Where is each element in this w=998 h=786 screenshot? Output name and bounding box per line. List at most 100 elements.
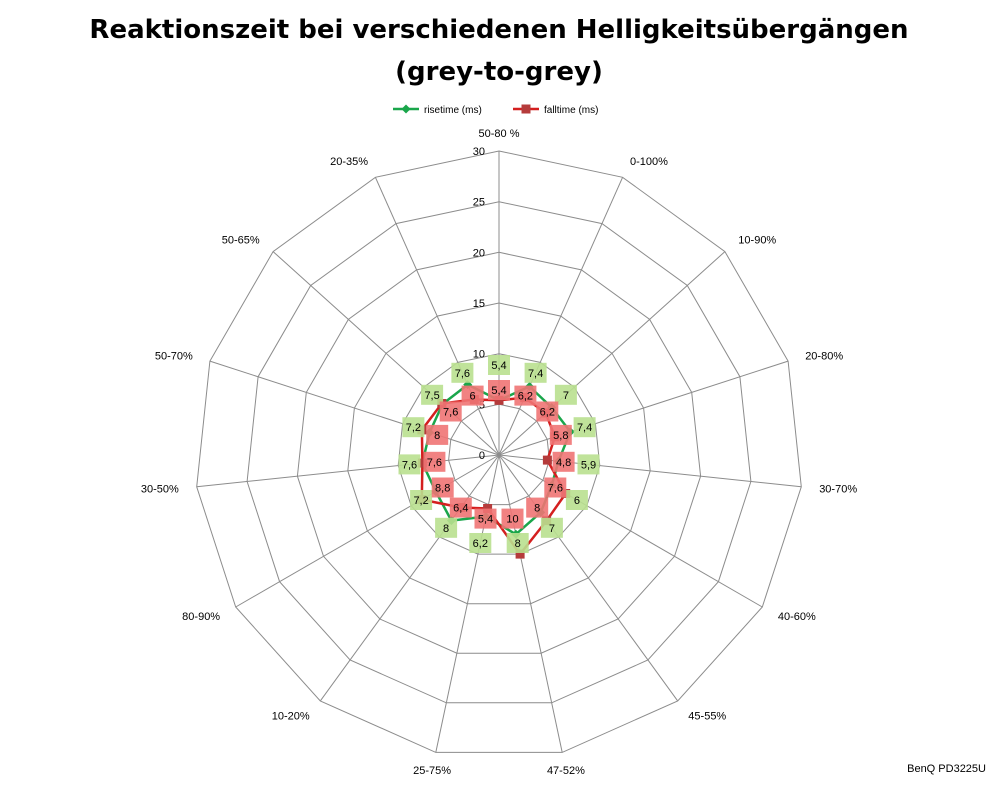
data-label-bg <box>549 424 572 445</box>
data-label-bg <box>514 385 537 406</box>
grid-spoke <box>498 454 563 753</box>
tick-label: 20 <box>473 247 485 259</box>
data-label-bg <box>552 451 575 472</box>
data-label: 10 <box>506 514 518 526</box>
data-label: 6 <box>470 391 476 403</box>
data-label: 7,5 <box>424 390 439 402</box>
category-label: 10-20% <box>272 711 310 723</box>
category-label: 40-60% <box>778 611 816 623</box>
legend-entry: risetime (ms) <box>393 104 482 116</box>
data-label-bg <box>421 384 444 405</box>
legend-label: risetime (ms) <box>424 105 482 116</box>
grid-spoke <box>498 454 763 608</box>
grid-spoke <box>498 454 679 702</box>
radial-axis-ticks: 051015202530 <box>473 146 485 462</box>
grid-ring <box>397 353 601 555</box>
data-label: 5,9 <box>581 459 596 471</box>
legend-label: falltime (ms) <box>544 105 598 116</box>
grid-spoke <box>209 360 500 456</box>
data-label: 6 <box>574 495 580 507</box>
data-label: 7,6 <box>548 483 563 495</box>
tick-label: 30 <box>473 146 485 158</box>
data-label: 7,6 <box>443 407 458 419</box>
data-label-bg <box>501 508 524 529</box>
data-label: 8 <box>434 430 440 442</box>
data-label-bg <box>573 417 596 438</box>
data-label-bg <box>488 380 510 400</box>
data-label: 6,2 <box>518 391 533 403</box>
fall-point <box>417 458 427 468</box>
fall-point <box>494 395 504 405</box>
data-label-bg <box>554 384 577 405</box>
data-label-bg <box>524 362 547 383</box>
data-label-bg <box>439 401 462 422</box>
data-label-bg <box>536 401 559 422</box>
data-label-bg <box>431 477 454 498</box>
data-label: 7,2 <box>406 422 421 434</box>
data-label: 6,4 <box>453 503 468 515</box>
chart-title-line-2: (grey-to-grey) <box>395 57 603 87</box>
legend-marker <box>521 104 531 114</box>
category-label: 50-70% <box>155 351 193 363</box>
fall-point <box>483 504 493 513</box>
data-label-bg <box>451 362 474 383</box>
category-label: 80-90% <box>182 611 220 623</box>
grid-spoke <box>374 177 500 456</box>
legend-marker <box>401 104 411 114</box>
data-label-bg <box>469 533 492 553</box>
grid-ring <box>347 302 651 605</box>
tick-label: 15 <box>473 298 485 310</box>
radar-grid <box>196 150 802 753</box>
data-label-bg <box>402 417 425 438</box>
grid-spoke <box>319 454 500 702</box>
data-label-bg <box>410 490 433 510</box>
data-label-bg <box>506 533 529 553</box>
category-label: 30-70% <box>819 484 857 496</box>
data-label: 5,4 <box>491 360 506 372</box>
tick-label: 0 <box>479 450 485 462</box>
data-label-bg <box>435 517 458 538</box>
grid-spoke <box>498 251 726 456</box>
data-label-bg <box>474 508 497 529</box>
data-label-bg <box>488 355 510 375</box>
category-label: 10-90% <box>738 235 776 247</box>
grid-spoke <box>498 177 624 456</box>
data-label: 8 <box>515 538 521 550</box>
grid-spoke <box>498 360 789 456</box>
data-label: 4,8 <box>556 457 571 469</box>
data-label-bg <box>426 424 449 445</box>
grid-spoke <box>272 251 500 456</box>
credit-text: BenQ PD3225U <box>907 763 986 775</box>
fall-point <box>542 455 552 465</box>
data-label: 7,6 <box>402 459 417 471</box>
data-label: 5,8 <box>553 430 568 442</box>
data-label-bg <box>423 451 446 472</box>
data-label: 8,8 <box>435 483 450 495</box>
data-label: 7,6 <box>455 368 470 380</box>
data-label: 5,4 <box>491 385 506 397</box>
data-label-bg <box>449 497 472 518</box>
tick-label: 10 <box>473 349 485 361</box>
data-label: 8 <box>534 503 540 515</box>
data-label: 7,2 <box>413 495 428 507</box>
data-label-bg <box>544 477 567 498</box>
data-label-bg <box>540 517 563 538</box>
category-label: 50-80 % <box>479 128 520 140</box>
data-label-bg <box>398 454 421 475</box>
category-label: 30-50% <box>141 484 179 496</box>
chart-legend: risetime (ms) falltime (ms) <box>393 104 598 116</box>
data-label-bg <box>565 490 588 510</box>
category-label: 25-75% <box>413 765 451 777</box>
grid-ring <box>196 150 802 753</box>
data-label: 7,4 <box>528 368 543 380</box>
category-label: 20-35% <box>330 156 368 168</box>
data-label: 7,4 <box>577 422 592 434</box>
grid-ring <box>296 251 702 654</box>
category-label: 0-100% <box>630 156 668 168</box>
legend-entry: falltime (ms) <box>513 104 598 116</box>
category-labels: 50-80 % 0-100% 10-90% 20-80% 30-70% 40-60% 45-… <box>141 128 857 777</box>
grid-ring <box>448 403 550 506</box>
data-label: 6,2 <box>540 407 555 419</box>
data-label: 7 <box>563 390 569 402</box>
